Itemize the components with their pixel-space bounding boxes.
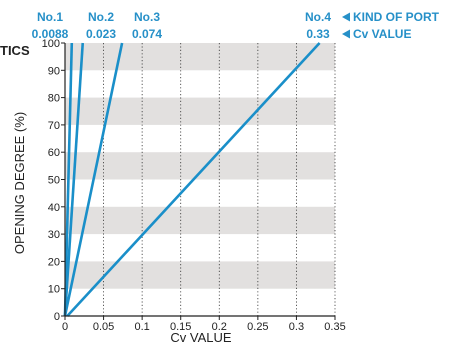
series-line-no1 [63, 42, 74, 317]
x-tick-label: 0.1 [134, 321, 149, 333]
series-line-no2 [63, 42, 85, 317]
y-tick-label: 90 [48, 65, 60, 77]
background-bands [65, 43, 335, 289]
port-name-label: No.2 [88, 10, 114, 24]
port-cv-label: 0.023 [86, 27, 116, 41]
legend-cv-value: Cv VALUE [353, 27, 411, 41]
y-tick-label: 20 [48, 256, 60, 268]
x-tick-label: 0.35 [324, 321, 345, 333]
background-band [65, 43, 335, 71]
port-cv-label: 0.074 [132, 27, 162, 41]
x-tick-label: 0.3 [289, 321, 304, 333]
x-tick-label: 0.15 [170, 321, 191, 333]
legend-kind-of-port: KIND OF PORT [353, 10, 440, 24]
series-line-no4 [66, 42, 321, 317]
y-tick-label: 60 [48, 147, 60, 159]
port-labels: No.1 0.0088 No.2 0.023 No.3 0.074 No.4 0.33 [32, 10, 332, 41]
port-cv-label: 0.0088 [32, 27, 69, 41]
port-cv-label: 0.33 [306, 27, 330, 41]
legend-arrow-icon [342, 12, 350, 22]
background-band [65, 261, 335, 289]
series-lines [63, 42, 321, 317]
background-band [65, 206, 335, 235]
port-name-label: No.4 [305, 10, 331, 24]
y-tick-label: 100 [42, 38, 60, 50]
x-tick-labels: 0 0.05 0.1 0.15 0.2 0.25 0.3 0.35 [62, 321, 346, 333]
y-tick-label: 10 [48, 284, 60, 296]
axes [61, 42, 336, 320]
port-name-label: No.3 [134, 10, 160, 24]
y-tick-label: 50 [48, 175, 60, 187]
x-tick-label: 0 [62, 321, 68, 333]
y-tick-label: 40 [48, 202, 60, 214]
chart-title-fragment: TICS [0, 43, 30, 58]
legend-arrow-icon [342, 29, 350, 39]
x-tick-label: 0.2 [212, 321, 227, 333]
legend: KIND OF PORT Cv VALUE [342, 10, 440, 41]
y-tick-label: 80 [48, 93, 60, 105]
series-line-no3 [63, 42, 124, 317]
y-tick-label: 30 [48, 229, 60, 241]
y-tick-label: 0 [54, 311, 60, 323]
port-name-label: No.1 [37, 10, 63, 24]
background-band [65, 152, 335, 180]
x-axis-title: Cv VALUE [170, 330, 231, 345]
x-tick-label: 0.05 [93, 321, 114, 333]
x-tick-label: 0.25 [247, 321, 268, 333]
vertical-gridlines [103, 43, 336, 316]
y-tick-labels: 0 10 20 30 40 50 60 70 80 90 100 [42, 38, 60, 323]
y-axis-title: OPENING DEGREE (%) [12, 112, 27, 254]
y-tick-label: 70 [48, 120, 60, 132]
